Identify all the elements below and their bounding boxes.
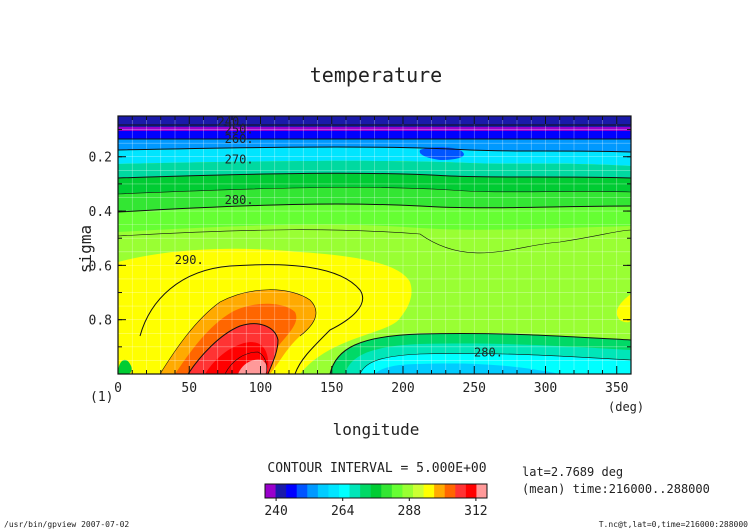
colorbar: 240 264 288 312 xyxy=(264,483,488,519)
contour-label: 280. xyxy=(225,193,254,207)
grid-lines xyxy=(118,116,631,374)
colorbar-swatch xyxy=(476,484,488,498)
colorbar-swatch xyxy=(455,484,467,498)
fill-band-teal xyxy=(118,160,631,178)
colorbar-swatch xyxy=(328,484,340,498)
colorbar-swatch xyxy=(360,484,372,498)
y-tick-label: 0.6 xyxy=(89,259,112,274)
colorbar-swatch xyxy=(413,484,425,498)
fill-band-skyblue xyxy=(118,139,631,152)
colorbar-swatch xyxy=(391,484,403,498)
fill-band-lime xyxy=(118,204,631,232)
colorbar-swatch xyxy=(307,484,319,498)
colorbar-tick-label: 312 xyxy=(464,504,487,519)
contour-fill-layer xyxy=(118,116,631,374)
y-tick-label: 0.4 xyxy=(89,205,113,220)
contour-line-260 xyxy=(118,146,631,153)
contour-line-295 xyxy=(159,289,317,374)
footer-left: /usr/bin/gpview 2007-07-02 xyxy=(4,520,129,529)
contour-line-surface-280 xyxy=(329,332,631,374)
fill-band-blue xyxy=(118,131,631,139)
colorbar-swatch xyxy=(423,484,435,498)
x-axis-label: longitude xyxy=(333,420,420,439)
contour-line-280 xyxy=(118,203,631,213)
colorbar-swatch xyxy=(444,484,456,498)
colorbar-swatch xyxy=(370,484,382,498)
fill-band-cold-blue xyxy=(375,363,560,374)
x-tick-label: 300 xyxy=(534,381,557,396)
colorbar-swatch xyxy=(296,484,308,498)
fill-patch-blue xyxy=(419,147,464,160)
colorbar-swatch xyxy=(265,484,277,498)
contour-line-surface-275 xyxy=(359,353,631,374)
colorbar-swatch xyxy=(465,484,477,498)
contour-line-290 xyxy=(139,264,364,374)
x-tick-label: 100 xyxy=(249,381,272,396)
x-tick-label: 350 xyxy=(605,381,628,396)
fill-spot-left xyxy=(118,359,132,374)
contour-interval-text: CONTOUR INTERVAL = 5.000E+00 xyxy=(267,461,486,476)
x-axis-unit: (deg) xyxy=(608,400,644,414)
fill-band-violet xyxy=(118,127,631,131)
contour-label: 290. xyxy=(175,253,204,267)
contour-label: 240. xyxy=(218,114,247,128)
x-axis: 0 50 100 150 200 250 300 350 xyxy=(114,116,628,396)
colorbar-swatch xyxy=(339,484,351,498)
info-time: (mean) time:216000..288000 xyxy=(522,482,710,496)
x-tick-label: 150 xyxy=(320,381,343,396)
colorbar-swatch xyxy=(402,484,414,498)
fill-band-green-mid xyxy=(118,173,631,194)
y-axis-label: sigma xyxy=(76,225,95,273)
info-lat: lat=2.7689 deg xyxy=(522,465,623,479)
x-tick-label: 50 xyxy=(181,381,197,396)
colorbar-swatch xyxy=(286,484,298,498)
contour-label: 280. xyxy=(474,345,503,359)
fill-band-light-green xyxy=(118,187,631,212)
contour-line-layer xyxy=(118,124,631,374)
colorbar-tick-label: 288 xyxy=(398,504,421,519)
colorbar-swatch xyxy=(349,484,361,498)
colorbar-tick-label: 240 xyxy=(264,504,287,519)
contour-line-275 xyxy=(118,187,631,195)
contour-line-305 xyxy=(224,351,268,374)
fill-band-pink xyxy=(238,359,268,374)
contour-line-300 xyxy=(187,323,279,374)
colorbar-swatch xyxy=(434,484,446,498)
contour-line-270 xyxy=(118,172,631,179)
y-axis: 0.2 0.4 0.6 0.8 xyxy=(89,129,631,375)
x-tick-label: 200 xyxy=(391,381,414,396)
colorbar-swatch xyxy=(317,484,329,498)
contour-line-285 xyxy=(118,229,631,254)
contour-label: 270. xyxy=(225,152,254,166)
y-tick-label: 0.2 xyxy=(89,151,112,166)
colorbar-swatch xyxy=(381,484,393,498)
contour-label: 250. xyxy=(225,123,254,137)
colorbar-frame xyxy=(264,483,488,499)
y-tick-label: 0.8 xyxy=(89,314,112,329)
footer-right: T.nc@t,lat=0,time=216000:288000 xyxy=(599,520,748,529)
colorbar-swatch xyxy=(275,484,287,498)
x-tick-label: 0 xyxy=(114,381,122,396)
panel-label: (1) xyxy=(90,390,113,405)
fill-sliver-right xyxy=(616,294,631,323)
colorbar-tick-label: 264 xyxy=(331,504,355,519)
contour-labels: 240.250.260. 270. 280. 290. 280. xyxy=(175,114,503,359)
x-tick-label: 250 xyxy=(463,381,486,396)
contour-label: 260. xyxy=(225,132,254,146)
fill-band-cyan xyxy=(118,147,631,166)
chart-title: temperature xyxy=(310,63,442,87)
